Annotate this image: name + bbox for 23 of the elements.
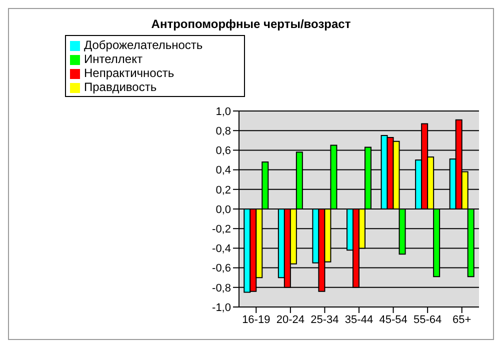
x-tick-label: 16-19 bbox=[242, 314, 270, 326]
y-tick-label: -0,2 bbox=[212, 224, 231, 236]
legend-label: Непрактичность bbox=[84, 66, 174, 80]
x-tick-label: 35-44 bbox=[344, 314, 374, 326]
legend-label: Доброжелательность bbox=[84, 38, 203, 52]
y-tick-label: 1,0 bbox=[216, 106, 231, 118]
legend-label: Правдивость bbox=[84, 80, 157, 94]
y-tick-label: -0,4 bbox=[212, 243, 231, 256]
y-tick-label: -0,6 bbox=[212, 262, 231, 275]
legend-label: Интеллект bbox=[84, 52, 142, 66]
y-tick-label: 0,8 bbox=[216, 126, 231, 138]
x-tick-label: 65+ bbox=[452, 314, 472, 326]
y-tick-label: -1,0 bbox=[212, 302, 231, 314]
y-tick-label: -0,8 bbox=[212, 282, 231, 294]
x-tick-label: 20-24 bbox=[276, 314, 304, 326]
x-tick-label: 55-64 bbox=[414, 314, 442, 326]
y-tick-label: 0,4 bbox=[216, 164, 231, 177]
x-tick-label: 45-54 bbox=[379, 314, 408, 326]
chart-title: Антропоморфные черты/возраст bbox=[150, 16, 352, 33]
y-tick-label: 0,0 bbox=[216, 204, 231, 216]
y-tick-label: 0,6 bbox=[216, 145, 231, 158]
x-tick-label: 25-34 bbox=[310, 314, 339, 326]
y-tick-label: 0,2 bbox=[216, 184, 231, 196]
